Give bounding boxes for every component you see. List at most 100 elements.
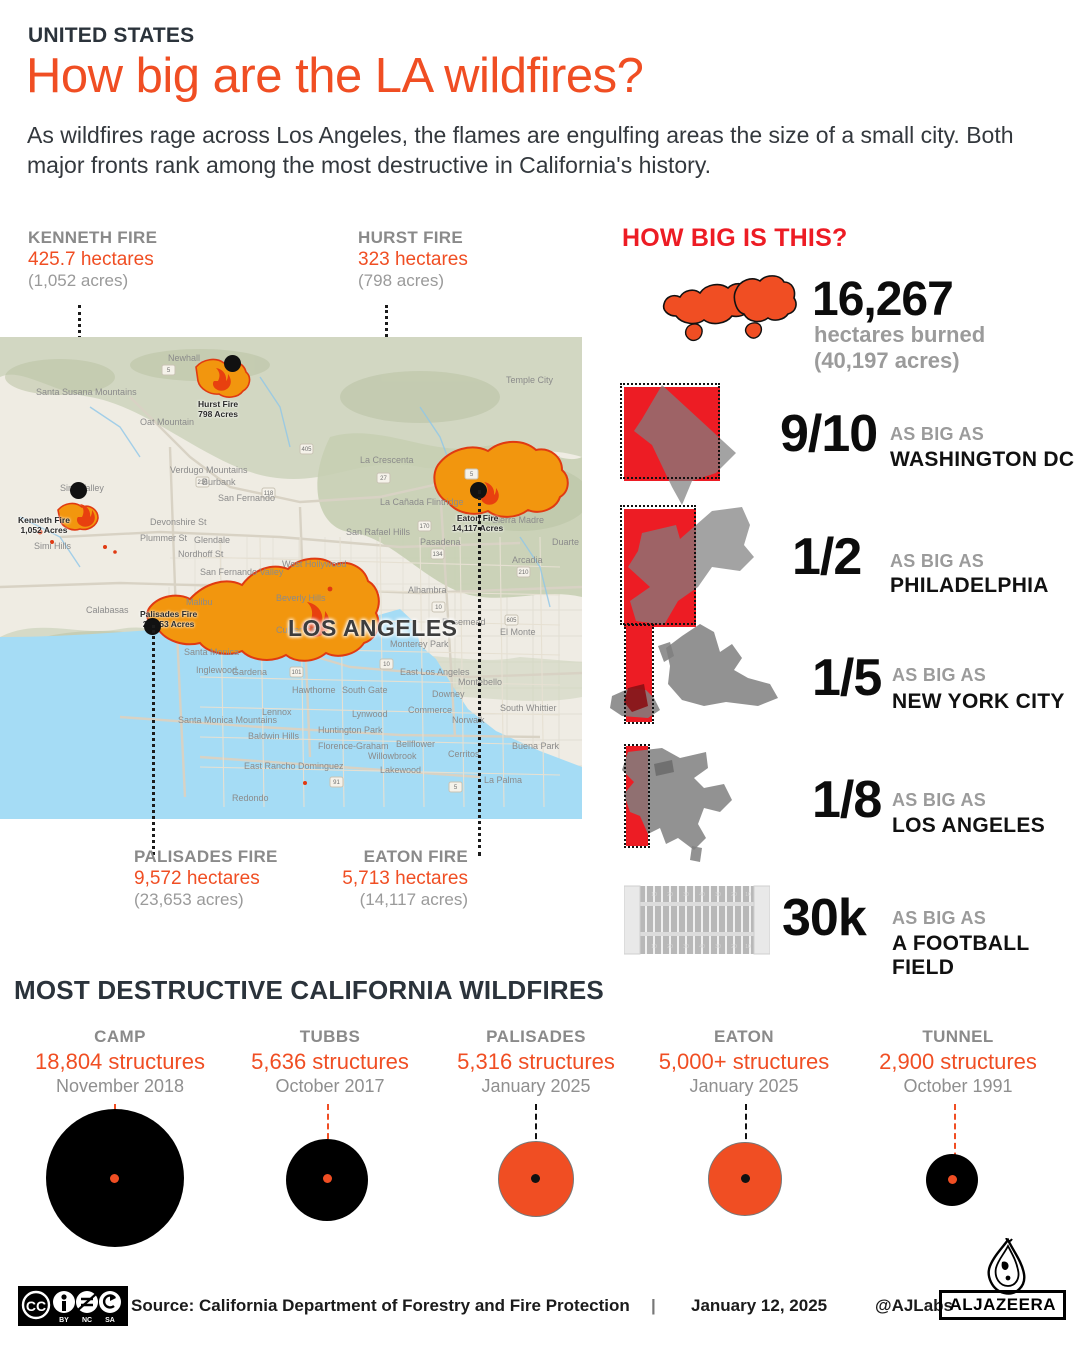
fire-tag-title: Palisades Fire	[140, 609, 198, 619]
footer-date: January 12, 2025	[691, 1296, 828, 1315]
svg-text:BY: BY	[59, 1317, 69, 1324]
map-place-label: Culver City	[276, 625, 321, 635]
map-place-label: Newhall	[168, 353, 201, 363]
map-place-label: Verdugo Mountains	[170, 465, 248, 475]
map-place-label: Duarte	[552, 537, 580, 547]
svg-text:118: 118	[264, 491, 274, 497]
fire-tag-title: Kenneth Fire	[18, 515, 70, 525]
svg-text:10: 10	[435, 605, 442, 611]
map-place-label: South Gate	[342, 685, 388, 695]
map-place-label: Plummer St	[140, 533, 188, 543]
bubble-palisades[interactable]	[498, 1141, 574, 1217]
bubble-value: 2,900 structures	[879, 1049, 1037, 1074]
svg-text:10: 10	[651, 892, 657, 898]
map-place-label: East Rancho Dominguez	[244, 761, 344, 771]
footer-handle: @AJLabs	[875, 1296, 953, 1315]
comparison-place: PHILADELPHIA	[890, 574, 1049, 597]
map-place-label: Devonshire St	[150, 517, 207, 527]
svg-text:210: 210	[518, 570, 529, 576]
map-place-label: West Hollywood	[282, 559, 347, 569]
comparison-as-big-as: AS BIG AS	[890, 424, 985, 444]
callout-acres: (1,052 acres)	[28, 271, 129, 290]
map-place-label: El Monte	[500, 627, 536, 637]
bubble-center-dot-camp	[110, 1174, 119, 1183]
burn-area-shape	[662, 275, 797, 342]
creative-commons-badge: CC BY NC SA	[18, 1286, 128, 1326]
bubble-label-camp: CAMP 18,804 structures November 2018	[20, 1027, 220, 1097]
svg-text:NC: NC	[82, 1317, 92, 1324]
bubble-value: 5,000+ structures	[658, 1049, 830, 1074]
page-title: How big are the LA wildfires?	[26, 49, 644, 103]
callout-name: KENNETH FIRE	[28, 228, 158, 247]
comparison-fraction: 9/10	[780, 405, 878, 463]
bubble-label-tubbs: TUBBS 5,636 structures October 2017	[230, 1027, 430, 1097]
comparison-place: A FOOTBALL FIELD	[892, 932, 1030, 979]
callout-acres: (14,117 acres)	[359, 890, 468, 909]
map-place-label: Santa Monica	[184, 647, 240, 657]
standfirst-text: As wildfires rage across Los Angeles, th…	[27, 122, 1014, 179]
fire-tag-sub: 14,117 Acres	[452, 523, 504, 533]
map-place-label: Buena Park	[512, 741, 560, 751]
svg-text:5: 5	[470, 472, 474, 478]
wildfire-map[interactable]: 5 118 210 27 405 5 170 134 210 605 10 10…	[0, 337, 582, 819]
map-fire-tag-eaton: Eaton Fire 14,117 Acres	[452, 513, 503, 533]
total-hectares-number: 16,267	[812, 273, 954, 326]
comparison-as-big-as: AS BIG AS	[892, 908, 987, 928]
map-place-label: East Los Angeles	[400, 667, 470, 677]
scale-box-la	[624, 744, 650, 848]
svg-text:134: 134	[432, 552, 443, 558]
callout-acres: (23,653 acres)	[134, 890, 244, 909]
fire-polygon-eaton	[433, 440, 569, 518]
bubble-name: CAMP	[94, 1027, 146, 1046]
svg-text:40: 40	[699, 944, 705, 950]
section-title-most-destructive: MOST DESTRUCTIVE CALIFORNIA WILDFIRES	[14, 975, 604, 1005]
callout-value: 9,572 hectares	[134, 868, 260, 889]
leader-line-hurst	[385, 305, 388, 367]
bubble-center-dot-eaton	[741, 1174, 750, 1183]
footer-source: Source: California Department of Forestr…	[131, 1296, 630, 1315]
map-place-label: Florence-Graham	[318, 741, 389, 751]
bubble-name: TUNNEL	[922, 1027, 994, 1046]
svg-text:30: 30	[715, 892, 721, 898]
map-fire-tag-hurst: Hurst Fire 798 Acres	[198, 399, 238, 419]
comparison-place: LOS ANGELES	[892, 814, 1046, 837]
map-place-label: Burbank	[202, 477, 236, 487]
leader-line-eaton	[478, 490, 481, 856]
callout-name: EATON FIRE	[363, 847, 468, 866]
map-place-label: Nordhoff St	[178, 549, 224, 559]
map-place-label: La Crescenta	[360, 455, 414, 465]
map-place-label: Temple City	[506, 375, 554, 385]
map-fire-tag-palisades: Palisades Fire 23,653 Acres	[140, 609, 197, 629]
bubble-date: October 1991	[903, 1076, 1013, 1096]
comparison-as-big-as: AS BIG AS	[892, 665, 987, 685]
map-anchor-dot-hurst	[224, 355, 241, 372]
svg-text:CC: CC	[26, 1298, 46, 1314]
svg-text:210: 210	[197, 480, 208, 486]
comparison-fraction: 1/5	[812, 649, 882, 707]
svg-text:5: 5	[167, 368, 171, 374]
map-place-label: Cerritos	[448, 749, 480, 759]
comparison-fraction: 1/2	[792, 528, 862, 586]
map-place-label: Hawthorne	[292, 685, 336, 695]
bubble-date: November 2018	[55, 1076, 185, 1096]
svg-text:20: 20	[667, 944, 673, 950]
comparison-as-big-as: AS BIG AS	[890, 551, 985, 571]
callout-value: 425.7 hectares	[28, 249, 154, 270]
comparison-place: NEW YORK CITY	[892, 690, 1065, 713]
callout-hurst-fire: HURST FIRE 323 hectares (798 acres)	[358, 228, 468, 291]
leader-line-palisades	[152, 625, 155, 855]
bubble-label-eaton: EATON 5,000+ structures January 2025	[644, 1027, 844, 1097]
comparison-as-big-as: AS BIG AS	[892, 790, 987, 810]
total-hectares-sub: hectares burned (40,197 acres)	[814, 322, 985, 374]
svg-text:10: 10	[745, 892, 751, 898]
bubble-value: 5,636 structures	[251, 1049, 409, 1074]
comparison-fraction: 30k	[782, 889, 867, 947]
map-place-label: Gardena	[232, 667, 268, 677]
map-place-label: Santa Susana Mountains	[36, 387, 137, 397]
svg-text:30: 30	[683, 944, 689, 950]
map-place-label: Monterey Park	[390, 639, 449, 649]
bubble-center-dot-palisades	[531, 1174, 540, 1183]
map-place-label: Glendale	[194, 535, 231, 545]
map-place-label: Baldwin Hills	[248, 731, 300, 741]
map-place-label: Commerce	[408, 705, 453, 715]
